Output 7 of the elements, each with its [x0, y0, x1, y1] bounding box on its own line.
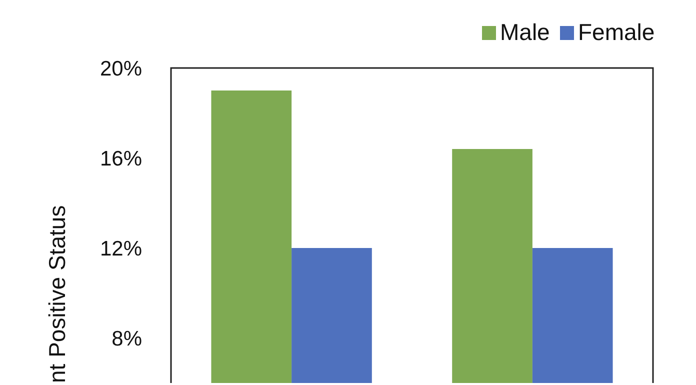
y-tick-label: 20% — [100, 57, 142, 80]
y-axis-title: nt Positive Status — [44, 205, 70, 383]
y-tick-label: 16% — [100, 147, 142, 170]
y-tick-label: 8% — [112, 327, 142, 350]
legend-label: Male — [500, 19, 550, 45]
legend-label: Female — [578, 19, 655, 45]
y-tick-label: 12% — [100, 237, 142, 260]
